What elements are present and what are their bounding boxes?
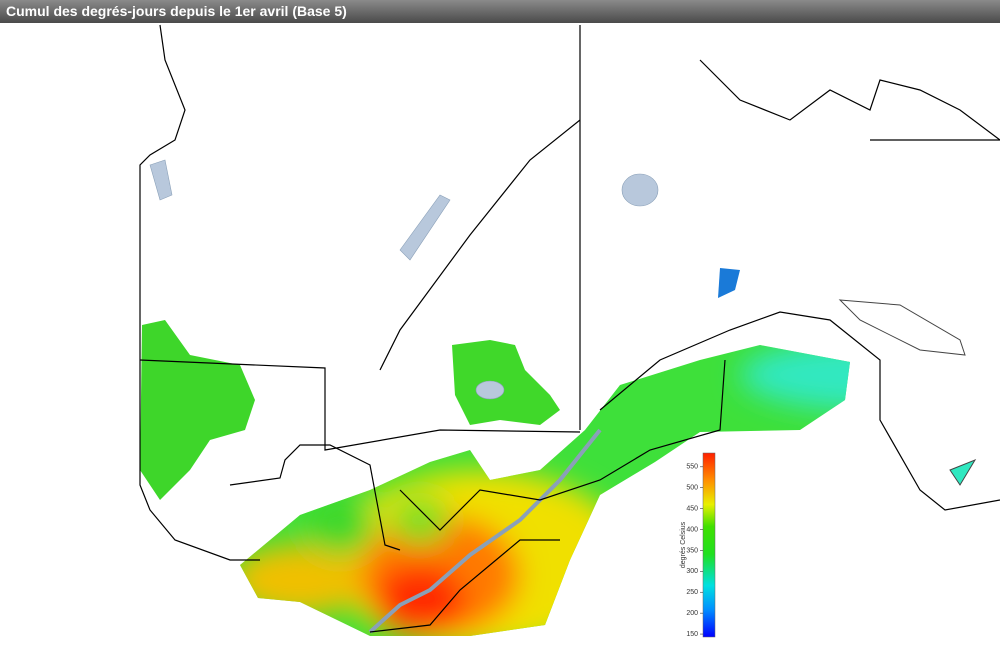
boundaries	[139, 24, 1000, 633]
colorbar-tick-label: 550	[686, 464, 698, 471]
colorbar-tick-label: 350	[686, 547, 698, 554]
colorbar-tick-label: 200	[686, 610, 698, 617]
legend: degrés Celsius 150 200 250 300 350 400 450 500 5…	[680, 452, 716, 638]
heat-map	[140, 268, 850, 636]
colorbar-tick-label: 150	[686, 631, 698, 638]
colorbar-tick-label: 300	[686, 568, 698, 575]
heat-region	[140, 320, 255, 500]
heat-region	[718, 268, 740, 298]
colorbar-tick-label: 500	[686, 485, 698, 492]
lakes	[149, 159, 977, 634]
colorbar-tick-label: 450	[686, 505, 698, 512]
colorbar-tick-label: 250	[686, 589, 698, 596]
colorbar	[702, 452, 716, 638]
heat-region	[452, 340, 560, 425]
colorbar-tick-label: 400	[686, 526, 698, 533]
title-bar: Cumul des degrés-jours depuis le 1er avr…	[0, 0, 1000, 23]
colorbar-label: degrés Celsius	[680, 521, 687, 568]
